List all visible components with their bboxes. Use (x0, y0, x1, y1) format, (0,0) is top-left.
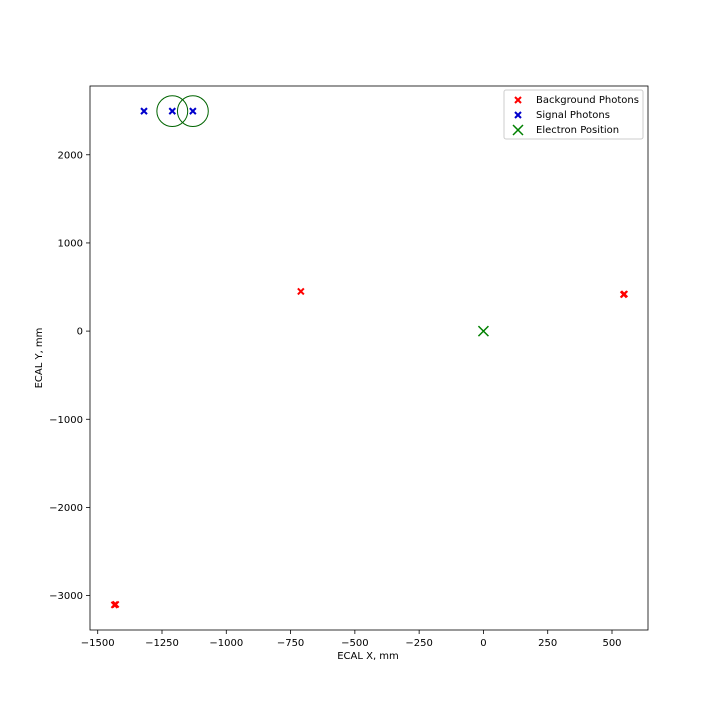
marker-series-1-point-2 (189, 107, 197, 115)
legend-marker-0 (514, 96, 522, 104)
photon-circle-0 (156, 95, 189, 128)
marker-series-0-point-1 (112, 600, 120, 609)
x-tick-label-0: −1500 (81, 638, 115, 649)
legend-marker-1 (514, 111, 522, 119)
x-tick-label-5: −250 (405, 638, 432, 649)
legend-marker-2 (512, 124, 524, 136)
photon-circle-1 (176, 95, 209, 128)
x-tick-label-2: −1000 (209, 638, 243, 649)
axis-ticks: −1500 −1250 −1000 −750 −500 −250 0 250 500 −3000 −… (49, 85, 649, 649)
axes-frame (89, 85, 649, 631)
y-axis-label: ECAL Y, mm (34, 328, 45, 389)
plot-area (110, 95, 629, 609)
y-tick-label-0: −3000 (49, 591, 83, 602)
x-tick-label-4: −500 (341, 638, 368, 649)
marker-series-1-point-1 (168, 107, 176, 115)
legend-frame (503, 89, 644, 140)
legend-label-signal-photons: Signal Photons (536, 110, 610, 121)
x-tick-label-6: 0 (480, 638, 486, 649)
legend-label-background-photons: Background Photons (536, 95, 639, 106)
marker-series-2-point-0 (477, 325, 489, 337)
x-axis-label: ECAL X, mm (337, 651, 399, 662)
x-tick-label-8: 500 (602, 638, 621, 649)
marker-series-1-point-0 (140, 107, 148, 115)
legend-label-electron-position: Electron Position (536, 125, 619, 136)
y-tick-label-3: 0 (77, 327, 83, 338)
marker-series-0-point-4 (620, 290, 629, 298)
x-tick-label-3: −750 (277, 638, 304, 649)
y-tick-label-1: −2000 (49, 503, 83, 514)
x-tick-label-1: −1250 (145, 638, 179, 649)
y-tick-label-4: 1000 (58, 238, 83, 249)
y-tick-label-5: 2000 (58, 150, 83, 161)
legend: Background Photons Signal Photons Electr… (503, 89, 644, 140)
marker-series-0-point-2 (297, 287, 305, 296)
x-tick-label-7: 250 (538, 638, 557, 649)
y-tick-label-2: −1000 (49, 415, 83, 426)
